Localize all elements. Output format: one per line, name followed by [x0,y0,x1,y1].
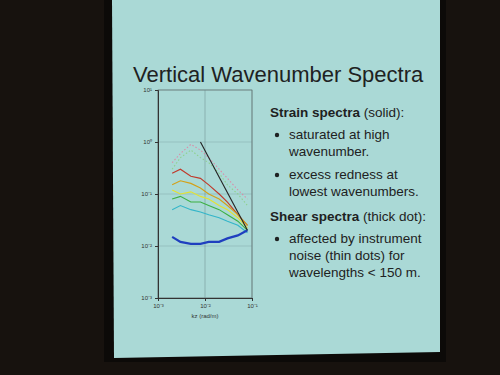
chart: 10⁻³ 10⁻² 10⁻¹ 10⁻³ 10⁻² 10⁻¹ 10⁰ 10¹ kz (rad/m) [141,87,258,319]
grid-line [158,90,252,91]
series-line [172,230,247,244]
screen-frame [104,0,446,362]
title: Vertical Wavenumber Spectra [133,62,424,87]
x-axis-label: kz (rad/m) [192,313,219,319]
plot-frame [158,90,252,298]
bullet-text: saturated at high [289,127,390,142]
tick: 10⁻² [141,243,158,249]
axis-line [155,91,159,299]
series-line [200,142,247,230]
bullet-text: noise (thin dots) for [289,248,405,263]
tick-label: 10⁻³ [141,295,152,301]
tick: 10⁻³ [153,298,164,309]
series-line [172,150,247,205]
x-axis: 10⁻³ 10⁻² 10⁻¹ [153,298,258,309]
tick-label: 10¹ [143,87,152,93]
heading-note: (solid): [360,105,404,120]
bullet-text: wavelengths < 150 m. [288,265,421,280]
section-heading: Strain spectra (solid): [270,105,404,120]
tick: 10⁻² [200,298,211,309]
section-heading: Shear spectra (thick dot): [270,209,426,224]
tick-label: 10⁻¹ [141,191,152,197]
grid-line [158,246,252,247]
tick-mark [155,194,158,195]
bullet [275,237,279,241]
heading: Strain spectra [270,105,361,120]
tick-label: 10⁰ [143,138,152,145]
bullet-text: wavenumber. [288,144,369,159]
heading: Shear spectra [270,209,360,224]
series-line [172,144,247,199]
bullet [275,133,279,137]
tick-label: 10⁻² [200,303,211,309]
tick-mark [205,298,206,301]
tick-mark [155,142,158,143]
y-axis: 10⁻³ 10⁻² 10⁻¹ 10⁰ 10¹ [141,87,158,301]
grid-line [158,142,252,143]
bullet-text: lowest wavenumbers. [289,184,419,199]
bullet [275,173,279,177]
photo: Vertical Wavenumber Spectra Strain spectr… [0,0,500,375]
tick: 10⁻¹ [141,191,158,197]
axis-line [159,299,253,302]
tick-mark [155,298,158,299]
tick-mark [252,298,253,301]
bullet-text: excess redness at [289,167,398,182]
tick: 10⁻³ [141,295,158,301]
tick-mark [155,90,158,91]
tick-label: 10⁻³ [153,303,164,309]
tick-mark [155,246,158,247]
series-line [172,181,247,226]
series-line [172,196,247,230]
screen [112,0,440,358]
tick-label: 10⁻¹ [247,303,258,309]
bullet-text: affected by instrument [289,231,422,246]
tick: 10⁻¹ [247,298,258,309]
tick: 10⁰ [143,138,158,145]
lines [172,142,247,244]
heading-note: (thick dot): [359,209,426,224]
tick-label: 10⁻² [141,243,152,249]
tick: 10¹ [143,87,158,93]
